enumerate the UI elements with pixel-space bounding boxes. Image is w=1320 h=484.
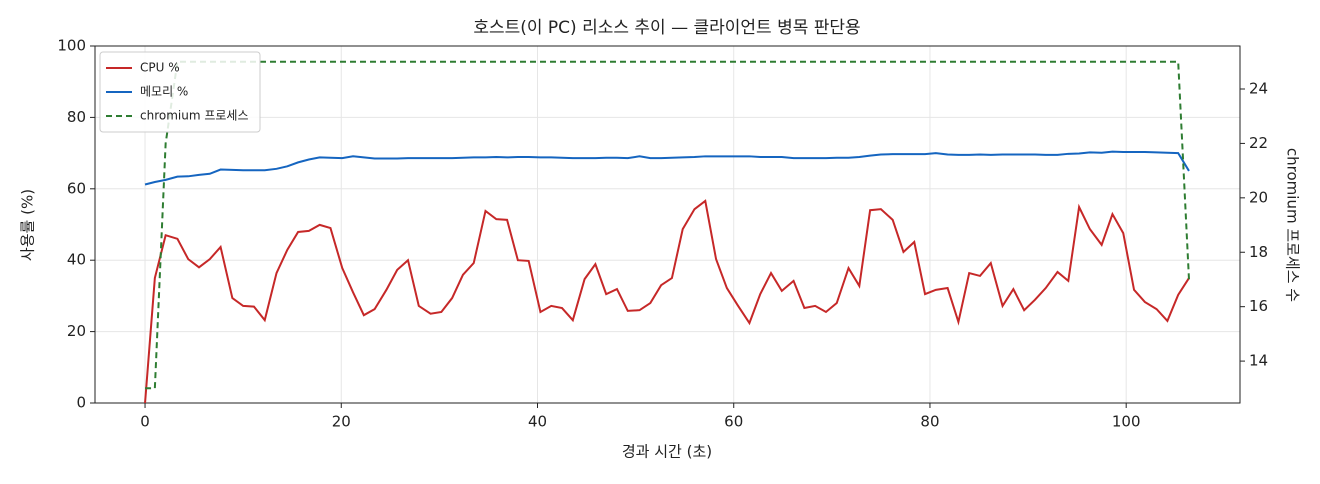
x-tick-label: 60	[724, 413, 743, 431]
series-line	[144, 150, 1190, 186]
y-tick-label: 80	[67, 108, 86, 126]
series-line	[144, 199, 1190, 404]
y2-tick-label: 22	[1249, 134, 1268, 152]
x-tick-label: 80	[920, 413, 939, 431]
x-tick-label: 40	[528, 413, 547, 431]
y-tick-label: 100	[57, 37, 86, 55]
legend-box	[99, 51, 261, 133]
y2-tick-label: 24	[1249, 79, 1268, 97]
legend-label: chromium 프로세스	[140, 109, 249, 123]
y-tick-label: 20	[67, 322, 86, 340]
y2-tick-label: 18	[1249, 243, 1268, 261]
y-tick-label: 0	[76, 394, 86, 412]
y2-tick-label: 14	[1249, 352, 1268, 370]
x-tick-label: 100	[1112, 413, 1141, 431]
legend-label: CPU %	[140, 61, 180, 75]
series-line	[145, 60, 1190, 390]
y2-tick-label: 16	[1249, 297, 1268, 315]
x-tick-label: 20	[332, 413, 351, 431]
y2-tick-label: 20	[1249, 188, 1268, 206]
legend: CPU % 메모리 % chromium 프로세스	[99, 51, 261, 133]
y-tick-label: 40	[67, 251, 86, 269]
y2-axis-label: chromium 프로세스 수	[1284, 148, 1302, 302]
y-tick-label: 60	[67, 179, 86, 197]
x-axis-label: 경과 시간 (초)	[622, 443, 712, 461]
legend-label: 메모리 %	[140, 85, 188, 99]
x-tick-label: 0	[140, 413, 150, 431]
chart-title: 호스트(이 PC) 리소스 추이 — 클라이언트 병목 판단용	[473, 18, 860, 38]
plot-frame	[94, 45, 1241, 404]
y-axis-label: 사용률 (%)	[19, 189, 37, 261]
